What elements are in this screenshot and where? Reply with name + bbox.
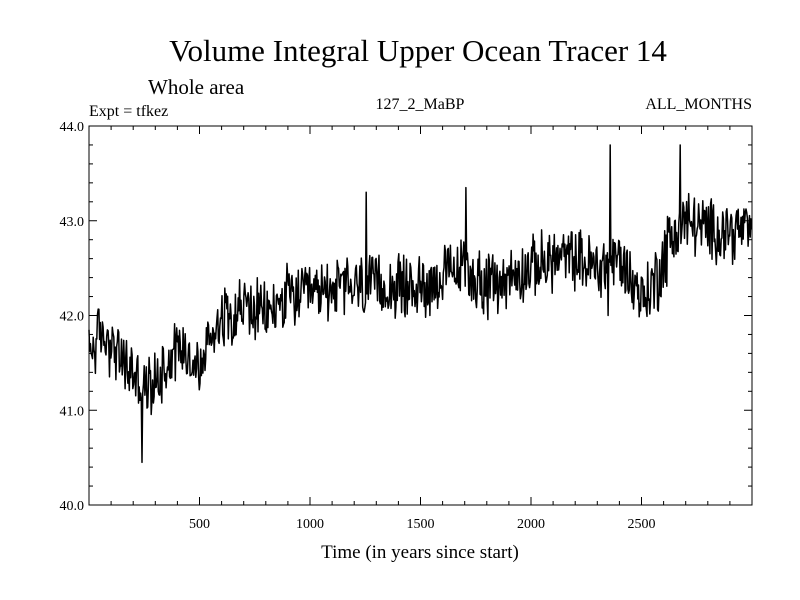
x-tick-label: 1500 (407, 517, 435, 532)
x-tick-label: 2000 (517, 517, 545, 532)
chart-title: Volume Integral Upper Ocean Tracer 14 (169, 33, 667, 68)
run-label: 127_2_MaBP (376, 96, 465, 113)
x-tick-label: 2500 (628, 517, 656, 532)
y-tick-label: 43.0 (60, 215, 85, 230)
y-tick-label: 42.0 (60, 310, 85, 325)
chart-subtitle: Whole area (148, 75, 245, 99)
x-axis-label: Time (in years since start) (321, 542, 519, 563)
y-tick-label: 41.0 (60, 404, 85, 419)
experiment-label: Expt = tfkez (89, 103, 168, 120)
x-tick-label: 1000 (296, 517, 324, 532)
x-tick-label: 500 (189, 517, 210, 532)
plot-area: 500 1000 1500 2000 2500 40.0 41.0 42.0 43.0 44.0 (60, 120, 753, 532)
months-label: ALL_MONTHS (645, 96, 752, 113)
series-line (88, 144, 753, 464)
plot-frame (88, 125, 753, 506)
y-tick-label: 44.0 (60, 120, 85, 135)
y-tick-label: 40.0 (60, 499, 85, 514)
